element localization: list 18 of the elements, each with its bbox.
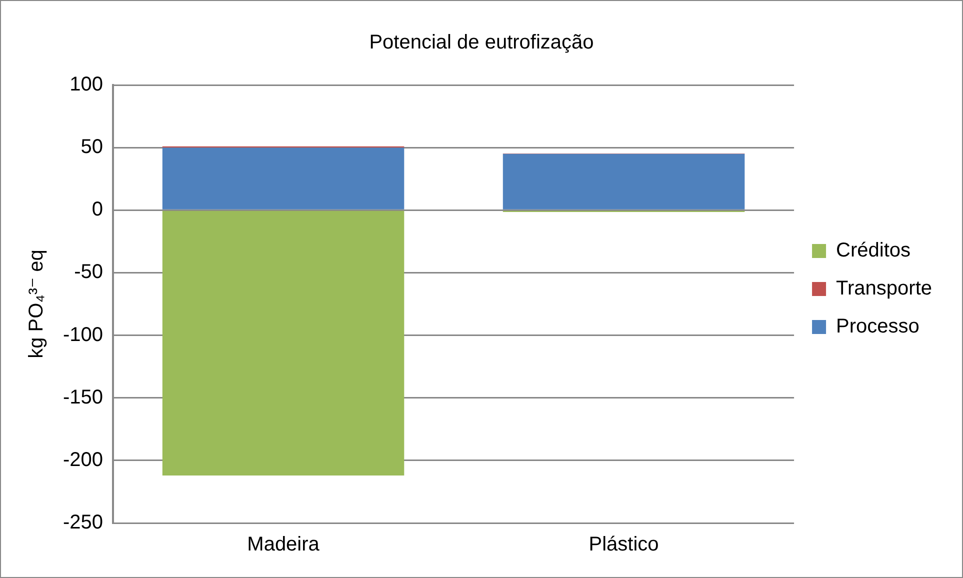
y-tick-label: -250 <box>63 512 104 534</box>
bar <box>502 154 745 210</box>
y-tick-label: -200 <box>63 448 104 471</box>
y-tick-label: 50 <box>80 136 104 158</box>
x-tick-label: Madeira <box>247 534 320 556</box>
y-tick-label: -50 <box>74 261 104 284</box>
legend-label: Transporte <box>836 278 932 300</box>
x-tick-label: Plástico <box>588 534 659 556</box>
y-axis-title: kg PO₄³⁻ eq <box>26 250 48 358</box>
y-tick-label: 0 <box>92 198 104 221</box>
legend-label: Créditos <box>836 240 911 262</box>
bar <box>162 148 404 210</box>
chart-title: Potencial de eutrofização <box>369 32 594 54</box>
y-tick-label: 100 <box>70 74 104 96</box>
y-tick-label: -100 <box>63 324 104 346</box>
bar <box>162 210 404 476</box>
y-tick-label: -150 <box>63 386 104 408</box>
legend-label: Processo <box>836 316 920 338</box>
